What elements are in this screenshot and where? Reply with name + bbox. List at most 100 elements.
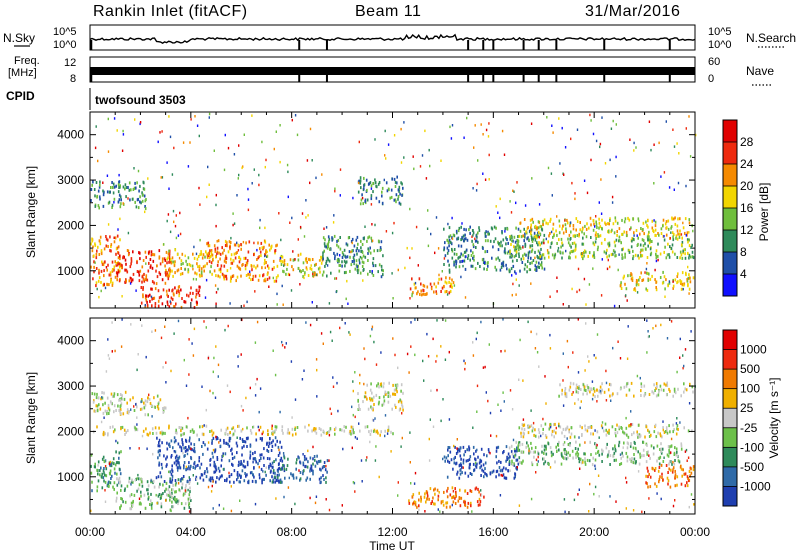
power-scatter-cell	[592, 267, 594, 270]
velocity-echo-cell	[513, 476, 516, 480]
power-echo-cell	[103, 247, 106, 251]
power-echo-cell	[526, 265, 528, 269]
power-scatter-cell	[168, 115, 170, 118]
power-echo-cell	[481, 258, 484, 262]
velocity-echo-cell	[592, 432, 594, 436]
velocity-echo-cell	[595, 442, 597, 446]
power-echo-cell	[502, 261, 504, 265]
power-echo-cell	[237, 243, 240, 247]
velocity-echo-cell	[509, 455, 511, 459]
velocity-scatter-cell	[544, 375, 546, 378]
power-scatter-cell	[673, 188, 675, 191]
velocity-echo-cell	[645, 460, 648, 464]
power-echo-cell	[585, 227, 588, 231]
power-echo-cell	[94, 204, 97, 208]
power-echo-cell	[570, 250, 573, 253]
velocity-echo-cell	[598, 389, 601, 393]
power-scatter-cell	[144, 210, 146, 214]
velocity-echo-cell	[589, 440, 591, 444]
power-scatter-cell	[509, 200, 511, 203]
velocity-echo-cell	[141, 407, 143, 411]
velocity-echo-cell	[115, 409, 117, 412]
velocity-echo-cell	[113, 481, 116, 485]
power-echo-cell	[168, 305, 171, 309]
power-scatter-cell	[175, 236, 178, 240]
power-echo-cell	[381, 194, 383, 198]
power-echo-cell	[174, 248, 177, 252]
velocity-echo-cell	[316, 454, 318, 458]
velocity-echo-cell	[530, 441, 532, 445]
velocity-scatter-cell	[173, 332, 175, 335]
velocity-scatter-cell	[410, 345, 412, 348]
power-echo-cell	[306, 260, 308, 264]
power-echo-cell	[277, 274, 279, 278]
velocity-echo-cell	[169, 480, 171, 484]
velocity-echo-cell	[479, 500, 482, 504]
velocity-echo-cell	[593, 389, 596, 393]
power-echo-cell	[518, 234, 521, 238]
power-colorbar-tick-label-0: 4	[740, 267, 747, 281]
power-echo-cell	[382, 254, 384, 258]
power-echo-cell	[154, 302, 157, 305]
power-echo-cell	[266, 264, 269, 268]
power-scatter-cell	[115, 262, 118, 265]
power-echo-cell	[221, 246, 223, 250]
power-scatter-cell	[359, 255, 362, 259]
velocity-scatter-cell	[566, 437, 568, 440]
velocity-scatter-cell	[294, 502, 296, 506]
velocity-echo-cell	[680, 482, 683, 486]
velocity-scatter-cell	[660, 497, 662, 501]
power-echo-cell	[573, 241, 576, 245]
power-echo-cell	[451, 247, 453, 251]
velocity-scatter-cell	[237, 355, 239, 358]
power-echo-cell	[561, 227, 563, 231]
velocity-echo-cell	[688, 470, 691, 473]
velocity-echo-cell	[484, 467, 486, 471]
power-scatter-cell	[121, 295, 123, 298]
power-echo-cell	[149, 258, 152, 261]
power-echo-cell	[684, 252, 686, 256]
velocity-echo-cell	[185, 448, 188, 452]
power-echo-cell	[206, 255, 209, 259]
velocity-echo-cell	[152, 479, 155, 483]
velocity-echo-cell	[326, 431, 329, 435]
power-echo-cell	[516, 259, 518, 262]
velocity-scatter-cell	[452, 490, 455, 493]
power-echo-cell	[660, 227, 663, 231]
power-echo-cell	[453, 263, 455, 267]
power-echo-cell	[370, 197, 373, 201]
noise-left-tick-top: 10^5	[53, 26, 77, 38]
velocity-echo-cell	[660, 447, 662, 451]
velocity-echo-cell	[147, 488, 149, 492]
power-echo-cell	[213, 269, 216, 273]
power-echo-cell	[614, 250, 616, 254]
power-scatter-cell	[165, 268, 167, 272]
power-scatter-cell	[122, 202, 124, 205]
power-echo-cell	[210, 265, 212, 269]
power-echo-cell	[216, 250, 219, 254]
velocity-echo-cell	[268, 441, 270, 445]
power-echo-cell	[98, 206, 100, 210]
velocity-scatter-cell	[329, 407, 331, 411]
velocity-echo-cell	[228, 444, 231, 448]
power-echo-cell	[133, 186, 136, 190]
power-scatter-cell	[265, 158, 267, 162]
velocity-echo-cell	[103, 471, 105, 475]
power-scatter-cell	[385, 230, 388, 233]
noise-left-tick-bottom: 10^0	[53, 39, 77, 51]
velocity-echo-cell	[194, 466, 196, 470]
velocity-echo-cell	[104, 432, 106, 436]
velocity-scatter-cell	[596, 400, 598, 403]
velocity-echo-cell	[119, 472, 122, 476]
power-scatter-cell	[644, 271, 646, 274]
power-echo-cell	[222, 251, 224, 255]
power-scatter-cell	[556, 290, 558, 293]
power-echo-cell	[226, 244, 228, 248]
power-echo-cell	[109, 235, 111, 239]
velocity-scatter-cell	[632, 509, 635, 512]
velocity-echo-cell	[510, 444, 513, 448]
velocity-echo-cell	[464, 489, 466, 493]
power-scatter-cell	[615, 155, 617, 159]
velocity-echo-cell	[270, 441, 273, 445]
